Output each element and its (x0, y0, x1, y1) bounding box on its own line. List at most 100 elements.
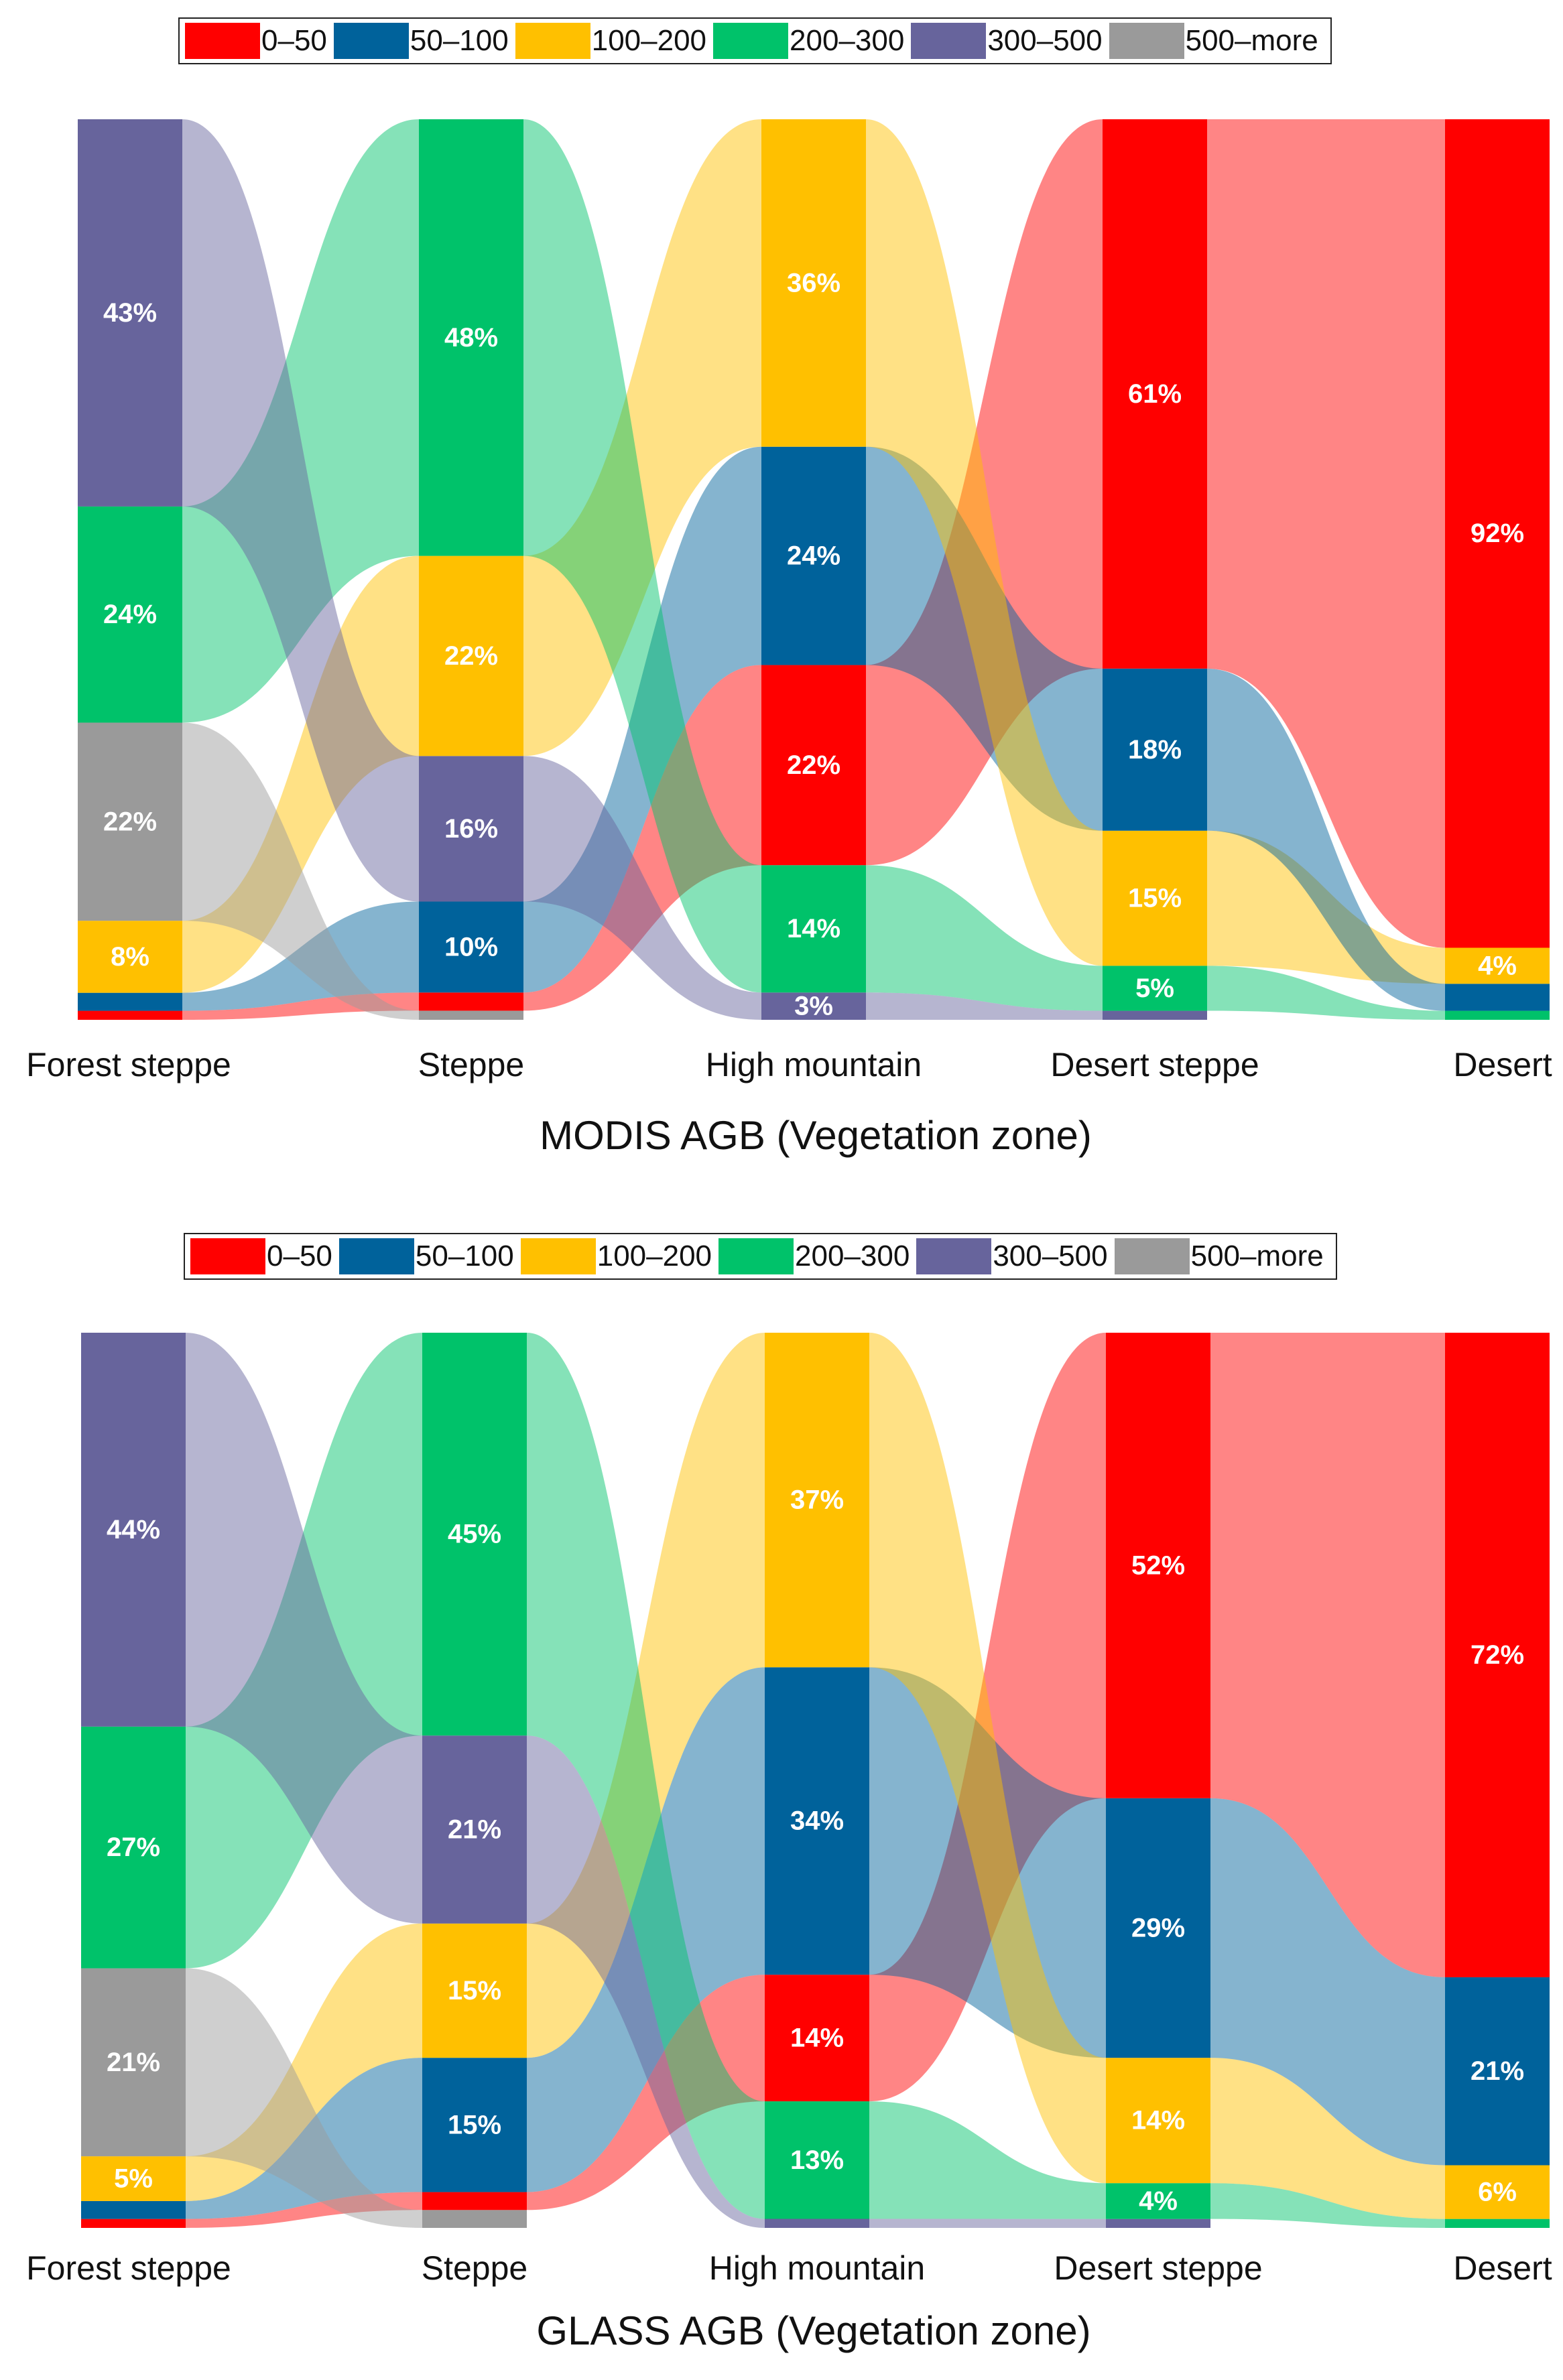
legend-item-100-200: 100–200 (515, 23, 710, 59)
legend-label: 0–50 (267, 1240, 332, 1272)
node-desert-0-50 (1445, 1333, 1550, 1977)
node-forest-steppe-200-300 (78, 506, 182, 723)
node-steppe-200-300 (422, 1333, 527, 1736)
node-desert-steppe-50-100 (1103, 668, 1207, 831)
legend-swatch (1114, 1238, 1190, 1274)
flow-50-100-steppe-to-high-mountain (527, 1667, 765, 2192)
node-high-mountain-100-200 (765, 1333, 869, 1668)
legend-item-50-100: 50–100 (333, 23, 513, 59)
node-forest-steppe-0-50 (78, 1010, 182, 1020)
legend-item-0-50: 0–50 (185, 23, 331, 59)
legend-item-0-50: 0–50 (190, 1238, 336, 1274)
node-high-mountain-50-100 (765, 1667, 869, 1975)
node-high-mountain-200-300 (761, 865, 866, 993)
node-high-mountain-0-50 (761, 665, 866, 866)
node-high-mountain-200-300 (765, 2101, 869, 2219)
legend-swatch (713, 23, 789, 59)
node-high-mountain-100-200 (761, 119, 866, 447)
legend-label: 200–300 (795, 1240, 910, 1272)
modis-chart-title: MODIS AGB (Vegetation zone) (540, 1113, 1092, 1158)
legend-label: 50–100 (410, 24, 509, 57)
flow-0-50-steppe-to-high-mountain (523, 665, 761, 1011)
pct-label-desert-0-50: 92% (1471, 519, 1524, 548)
legend-item-50-100: 50–100 (338, 1238, 518, 1274)
legend-label: 0–50 (261, 24, 327, 57)
node-forest-steppe-200-300 (81, 1726, 186, 1969)
flow-50-100-high-mountain-to-desert-steppe (866, 446, 1103, 831)
flow-300-500-high-mountain-to-desert-steppe (866, 992, 1103, 1020)
pct-label-high-mountain-0-50: 14% (790, 2024, 844, 2053)
node-desert-0-50 (1445, 119, 1550, 948)
legend-item-500-more: 500–more (1114, 1238, 1328, 1274)
flow-200-300-steppe-to-high-mountain (523, 119, 761, 993)
pct-label-high-mountain-300-500: 3% (794, 992, 833, 1021)
legend-swatch (338, 1238, 414, 1274)
legend-label: 100–200 (597, 1240, 712, 1272)
legend-swatch (520, 1238, 596, 1274)
modis-legend: 0–50 50–100 100–200 200–300 300–500 500–more (178, 17, 1332, 64)
glass-legend: 0–50 50–100 100–200 200–300 300–500 500–more (184, 1233, 1337, 1280)
pct-label-desert-steppe-50-100: 29% (1131, 1913, 1185, 1942)
node-desert-steppe-0-50 (1103, 119, 1207, 669)
pct-label-steppe-300-500: 21% (448, 1814, 501, 1844)
flow-100-200-forest-steppe-to-steppe (182, 555, 419, 993)
legend-item-200-300: 200–300 (713, 23, 908, 59)
flow-100-200-forest-steppe-to-steppe (186, 1923, 422, 2201)
flow-50-100-desert-steppe-to-desert (1207, 668, 1445, 1011)
legend-label: 50–100 (415, 1240, 514, 1272)
flow-0-50-desert-steppe-to-desert (1210, 1333, 1445, 1977)
node-desert-50-100 (1445, 984, 1550, 1011)
flow-50-100-desert-steppe-to-desert (1210, 1798, 1445, 2166)
flow-200-300-high-mountain-to-desert-steppe (869, 2101, 1106, 2219)
flow-0-50-steppe-to-high-mountain (527, 1975, 765, 2210)
pct-label-steppe-200-300: 45% (448, 1520, 501, 1549)
glass-panel: 5% 21% 27% 44% 15% 15% 21% 45% 13% 14% 34% 37% 4% 14%… (0, 1190, 1563, 2380)
node-steppe-300-500 (422, 1735, 527, 1924)
pct-label-high-mountain-50-100: 24% (787, 541, 840, 571)
glass-nodes: 5% 21% 27% 44% 15% 15% 21% 45% 13% 14% 34% 37% 4% 14%… (81, 1333, 1550, 2228)
node-desert-steppe-300-500 (1106, 2219, 1210, 2228)
node-desert-100-200 (1445, 2165, 1550, 2219)
pct-label-forest-steppe-500-more: 21% (107, 2048, 160, 2077)
flow-100-200-desert-steppe-to-desert (1210, 2058, 1445, 2219)
legend-label: 500–more (1185, 24, 1318, 57)
node-desert-steppe-200-300 (1103, 966, 1207, 1011)
node-high-mountain-0-50 (765, 1975, 869, 2102)
pct-label-steppe-100-200: 15% (448, 1976, 501, 2005)
flow-500-more-forest-steppe-to-steppe (182, 722, 419, 1020)
node-steppe-50-100 (419, 901, 523, 993)
zone-label-desert: Desert (1453, 1046, 1552, 1083)
node-forest-steppe-500-more (81, 1968, 186, 2157)
pct-label-desert-50-100: 21% (1471, 2056, 1524, 2086)
legend-label: 100–200 (591, 24, 707, 57)
pct-label-desert-0-50: 72% (1471, 1640, 1524, 1670)
pct-label-high-mountain-0-50: 22% (787, 750, 840, 780)
node-desert-steppe-200-300 (1106, 2183, 1210, 2219)
pct-label-forest-steppe-500-more: 22% (103, 807, 157, 836)
pct-label-forest-steppe-300-500: 43% (103, 298, 157, 328)
pct-label-forest-steppe-100-200: 5% (114, 2164, 153, 2194)
flow-200-300-steppe-to-high-mountain (527, 1333, 765, 2219)
pct-label-desert-steppe-100-200: 15% (1128, 884, 1182, 913)
legend-label: 500–more (1190, 1240, 1324, 1272)
node-desert-50-100 (1445, 1977, 1550, 2166)
node-forest-steppe-500-more (78, 722, 182, 921)
glass-flows (186, 1333, 1445, 2228)
modis-nodes: 8% 22% 24% 43% 10% 16% 22% 48% 3% 14% 22% 24% 36% 5% 1… (78, 119, 1550, 1021)
node-steppe-300-500 (419, 756, 523, 902)
flow-100-200-high-mountain-to-desert-steppe (869, 1333, 1106, 2184)
legend-item-100-200: 100–200 (520, 1238, 716, 1274)
legend-swatch (916, 1238, 992, 1274)
pct-label-steppe-50-100: 10% (444, 932, 498, 962)
flow-200-300-high-mountain-to-desert-steppe (866, 865, 1103, 1011)
pct-label-desert-steppe-0-50: 61% (1128, 379, 1182, 409)
legend-swatch (1109, 23, 1184, 59)
legend-swatch (333, 23, 409, 59)
pct-label-high-mountain-200-300: 13% (790, 2145, 844, 2175)
flow-300-500-steppe-to-high-mountain (523, 756, 761, 1020)
flow-50-100-forest-steppe-to-steppe (186, 2058, 422, 2219)
pct-label-desert-100-200: 6% (1478, 2178, 1517, 2207)
flow-200-300-forest-steppe-to-steppe (182, 119, 419, 723)
glass-chart-title: GLASS AGB (Vegetation zone) (536, 2308, 1091, 2353)
node-desert-steppe-0-50 (1106, 1333, 1210, 1798)
